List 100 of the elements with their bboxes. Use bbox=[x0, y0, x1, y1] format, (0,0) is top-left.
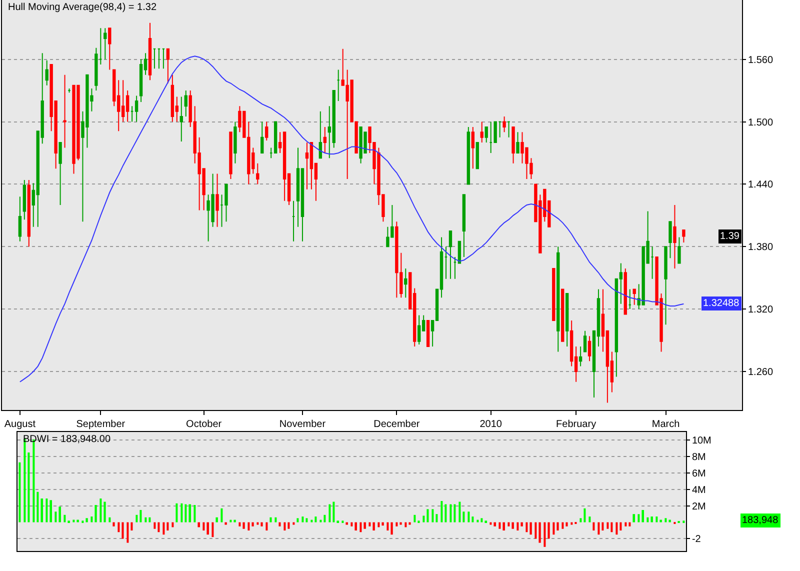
candlestick bbox=[157, 48, 161, 70]
candlestick bbox=[448, 230, 452, 280]
bar bbox=[520, 522, 523, 526]
candlestick bbox=[417, 314, 421, 345]
bar bbox=[176, 503, 178, 522]
bar bbox=[354, 522, 357, 530]
candlestick bbox=[282, 132, 286, 202]
bar bbox=[538, 522, 541, 543]
x-tick-label: August bbox=[4, 419, 36, 430]
candlestick bbox=[471, 126, 475, 170]
candlestick bbox=[170, 74, 174, 122]
candlestick bbox=[180, 96, 183, 142]
bar bbox=[404, 522, 407, 528]
candlestick bbox=[507, 121, 510, 138]
candlestick bbox=[556, 246, 560, 352]
bar bbox=[100, 498, 102, 522]
bar bbox=[472, 516, 474, 522]
bar bbox=[328, 504, 331, 522]
y-tick-label: 8M bbox=[692, 452, 706, 464]
candlestick bbox=[130, 106, 134, 122]
candlestick bbox=[673, 204, 676, 269]
bar bbox=[104, 502, 106, 522]
bar bbox=[40, 498, 44, 522]
bar bbox=[632, 514, 636, 522]
bar bbox=[148, 517, 151, 522]
bar bbox=[494, 522, 496, 526]
bar bbox=[454, 504, 456, 522]
y-tick-label: 1.500 bbox=[748, 117, 774, 128]
bar bbox=[378, 522, 380, 528]
candlestick bbox=[269, 147, 273, 159]
bar bbox=[512, 522, 514, 529]
bar bbox=[306, 518, 308, 522]
bar bbox=[76, 520, 79, 522]
candlestick bbox=[166, 48, 170, 84]
bar bbox=[122, 522, 124, 539]
bar bbox=[642, 510, 644, 522]
candlestick bbox=[104, 28, 107, 60]
bar bbox=[284, 522, 286, 530]
bar bbox=[130, 522, 133, 530]
candlestick bbox=[682, 229, 686, 243]
bar bbox=[112, 522, 115, 526]
bar bbox=[656, 516, 658, 522]
bar bbox=[480, 518, 483, 522]
bar bbox=[592, 522, 595, 530]
bar bbox=[624, 522, 627, 526]
bar bbox=[566, 522, 568, 526]
bar bbox=[526, 522, 528, 532]
candlestick bbox=[484, 126, 488, 144]
y-tick-label: 1.320 bbox=[748, 304, 774, 316]
bar bbox=[620, 522, 622, 530]
bar bbox=[372, 522, 375, 530]
bar bbox=[274, 517, 277, 522]
bar bbox=[126, 522, 129, 543]
chart-title: BDWI = 183,948.00 bbox=[23, 434, 111, 445]
bar bbox=[270, 517, 272, 522]
y-tick-label: -2 bbox=[692, 534, 702, 546]
bar bbox=[36, 492, 39, 522]
candlestick bbox=[336, 69, 340, 102]
chart-title: Hull Moving Average(98,4) = 1.32 bbox=[8, 2, 157, 13]
bar bbox=[54, 512, 57, 522]
candlestick bbox=[668, 221, 672, 259]
bar bbox=[414, 514, 416, 522]
text: 183,948 bbox=[742, 515, 779, 526]
bar bbox=[212, 522, 214, 538]
bar bbox=[86, 518, 88, 522]
x-tick-label: October bbox=[186, 419, 222, 430]
bar bbox=[136, 514, 138, 522]
candlestick bbox=[22, 180, 26, 220]
bar bbox=[552, 522, 555, 535]
bar bbox=[324, 514, 326, 522]
bar bbox=[386, 522, 389, 530]
x-tick-label: September bbox=[76, 419, 126, 430]
bar bbox=[238, 522, 241, 526]
candlestick bbox=[583, 330, 587, 352]
bar bbox=[198, 522, 200, 528]
bar bbox=[154, 522, 156, 529]
bar bbox=[508, 522, 510, 526]
y-tick-label: 10M bbox=[692, 436, 712, 447]
bar bbox=[230, 520, 232, 522]
bar bbox=[172, 522, 174, 528]
candlestick bbox=[466, 126, 470, 185]
bar bbox=[144, 517, 147, 522]
candlestick bbox=[404, 268, 408, 298]
bar bbox=[450, 504, 452, 522]
bar bbox=[234, 520, 236, 522]
bar bbox=[252, 522, 254, 526]
bar bbox=[668, 520, 671, 522]
bar bbox=[598, 522, 600, 535]
candlestick bbox=[552, 268, 556, 322]
bar bbox=[396, 522, 398, 526]
bar bbox=[72, 520, 75, 522]
bar bbox=[140, 510, 142, 522]
bar bbox=[58, 506, 61, 522]
bar bbox=[28, 452, 30, 522]
bar bbox=[180, 503, 183, 522]
x-tick-label: February bbox=[556, 419, 596, 430]
bar bbox=[588, 516, 591, 522]
candlestick bbox=[632, 288, 636, 306]
bar bbox=[476, 520, 479, 522]
line-series bbox=[19, 56, 684, 382]
